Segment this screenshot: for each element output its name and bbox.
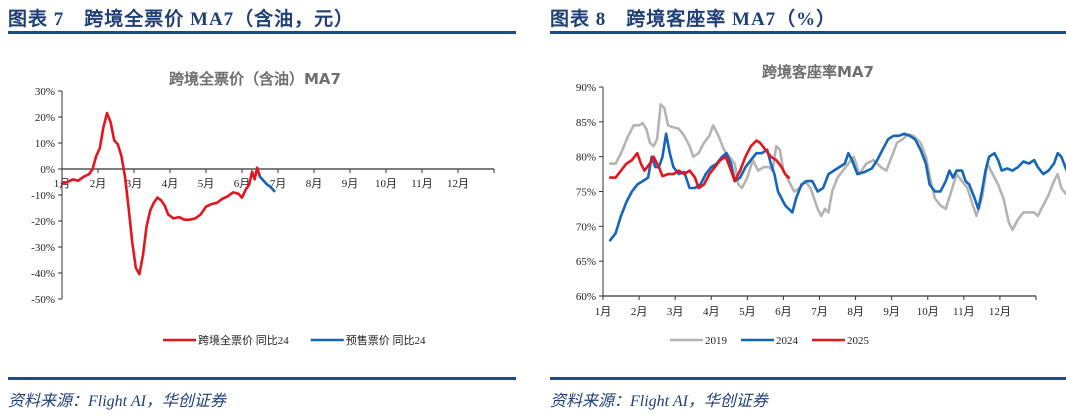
series-line-1 (258, 175, 276, 193)
figure-8-title: 图表 8 跨境客座率 MA7（%） (550, 4, 836, 31)
legend-item: 2024 (741, 335, 799, 347)
y-tick-label: 70% (576, 221, 596, 233)
x-tick-label: 9月 (883, 306, 900, 318)
legend-item: 跨境全票价 同比24 (163, 333, 289, 347)
x-tick-label: 9月 (342, 178, 359, 190)
chart-title: 跨境全票价（含油）MA7 (169, 70, 341, 88)
y-tick-label: -10% (31, 190, 55, 202)
x-tick-label: 2月 (631, 306, 648, 318)
y-tick-label: 20% (35, 112, 55, 124)
chart-title: 跨境客座率MA7 (762, 63, 874, 81)
x-tick-label: 5月 (198, 178, 215, 190)
x-tick-label: 7月 (270, 178, 287, 190)
load-factor-chart: 跨境客座率MA7 90% 85% 80% 75% 70% 65% 60% 1月 2月 3月 4月 5月 6… (576, 63, 1066, 347)
figure-8-top-rule (550, 31, 1066, 34)
y-tick-label: -50% (31, 294, 55, 306)
x-tick-label: 3月 (126, 178, 143, 190)
y-tick-label: -40% (31, 268, 55, 280)
figure-7-bottom-rule (8, 377, 516, 380)
x-tick-label: 5月 (739, 306, 756, 318)
figure-7-title: 图表 7 跨境全票价 MA7（含油，元） (8, 4, 354, 31)
y-tick-label: 80% (576, 152, 596, 164)
y-tick-label: 30% (35, 86, 55, 98)
legend-item: 2025 (812, 335, 870, 347)
series-line-0 (60, 111, 262, 276)
figure-8-heading: 跨境客座率 MA7（%） (626, 9, 837, 30)
x-tick-label: 8月 (847, 306, 864, 318)
figure-7-heading: 跨境全票价 MA7（含油，元） (84, 9, 355, 30)
y-tick-label: -30% (31, 242, 55, 254)
figure-8-panel: 图表 8 跨境客座率 MA7（%） 跨境客座率MA7 90% 85% 80% 75% 70%… (545, 0, 1066, 414)
x-tick-label: 4月 (162, 178, 179, 190)
figure-7-panel: 图表 7 跨境全票价 MA7（含油，元） 跨境全票价（含油）MA7 30% 20% 10… (0, 0, 522, 414)
y-tick-label: -20% (31, 216, 55, 228)
x-tick-label: 11月 (953, 306, 975, 318)
x-tick-label: 1月 (595, 306, 612, 318)
legend-label: 预售票价 同比24 (346, 333, 426, 347)
legend-label: 跨境全票价 同比24 (198, 333, 289, 347)
y-tick-label: 0% (40, 164, 55, 176)
x-tick-label: 8月 (306, 178, 323, 190)
x-tick-label: 3月 (667, 306, 684, 318)
series-line-1 (608, 132, 1066, 242)
x-tick-label: 11月 (411, 178, 433, 190)
figure-7-top-rule (8, 31, 516, 34)
x-tick-label: 10月 (917, 306, 939, 318)
x-tick-label: 7月 (811, 306, 828, 318)
figure-7-label: 图表 7 (8, 9, 65, 30)
y-tick-label: 90% (576, 82, 596, 94)
y-tick-label: 75% (576, 187, 596, 199)
x-tick-label: 10月 (375, 178, 397, 190)
x-tick-label: 12月 (989, 306, 1011, 318)
fare-yoy-chart: 跨境全票价（含油）MA7 30% 20% 10% 0% -10% -20% -30% -40% -… (31, 70, 495, 347)
series-line-2 (608, 139, 791, 190)
legend-item: 预售票价 同比24 (310, 333, 426, 347)
figure-8-label: 图表 8 (550, 9, 607, 30)
y-tick-label: 65% (576, 256, 596, 268)
x-tick-label: 12月 (447, 178, 469, 190)
y-tick-label: 85% (576, 117, 596, 129)
y-tick-label: 60% (576, 291, 596, 303)
legend-label: 2025 (847, 335, 870, 347)
legend-item: 2019 (670, 335, 728, 347)
figure-8-bottom-rule (550, 377, 1066, 380)
x-tick-label: 2月 (90, 178, 107, 190)
series-line-0 (608, 103, 1066, 232)
x-tick-label: 6月 (775, 306, 792, 318)
x-tick-label: 4月 (703, 306, 720, 318)
legend-label: 2024 (776, 335, 799, 347)
legend-label: 2019 (705, 335, 728, 347)
figure-8-source: 资料来源：Flight AI，华创证券 (550, 393, 768, 410)
figure-7-source: 资料来源：Flight AI，华创证券 (8, 393, 226, 410)
y-tick-label: 10% (35, 138, 55, 150)
